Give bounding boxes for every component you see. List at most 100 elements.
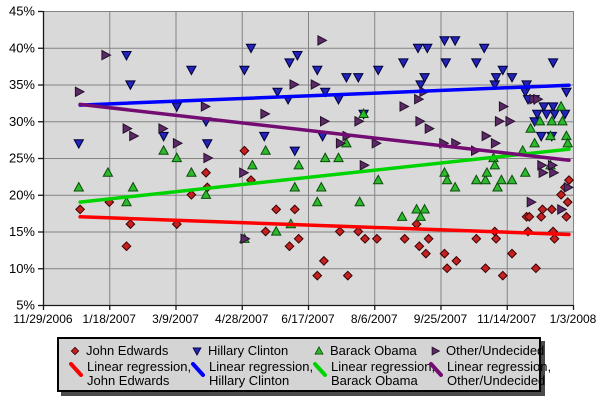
y-tick-label: 25% <box>9 151 35 166</box>
data-point-marker <box>449 181 461 192</box>
data-point-marker <box>310 79 321 90</box>
data-point-marker <box>260 226 271 237</box>
data-point-marker <box>470 174 482 185</box>
data-point-marker <box>311 196 323 207</box>
data-point-marker <box>289 204 300 215</box>
data-point-marker <box>419 73 431 84</box>
data-point-marker <box>451 255 462 266</box>
data-point-marker <box>289 79 300 90</box>
legend-regression-swatch-icon <box>429 362 443 377</box>
data-point-marker <box>333 152 344 163</box>
data-point-marker <box>497 270 508 281</box>
data-point-marker <box>490 137 502 149</box>
data-point-marker <box>125 219 136 230</box>
x-tick-label: 9/25/2007 <box>414 312 468 326</box>
data-point-marker <box>529 137 541 148</box>
y-tick-label: 10% <box>9 261 35 276</box>
data-point-marker <box>557 203 568 215</box>
data-point-marker <box>73 181 85 192</box>
regression-line-linear-regression-other-undecided <box>78 102 571 162</box>
data-point-marker <box>480 263 491 274</box>
data-point-marker <box>158 131 170 142</box>
data-point-marker <box>541 109 552 120</box>
data-point-marker <box>412 43 424 54</box>
data-point-marker <box>272 87 283 98</box>
legend-item-barack-obama: Barack Obama <box>313 343 417 358</box>
data-point-marker <box>506 174 518 185</box>
data-point-marker <box>506 248 518 259</box>
data-point-marker <box>449 36 461 47</box>
series-barack-obama <box>73 100 574 243</box>
data-point-marker <box>371 137 382 149</box>
data-point-marker <box>440 58 452 69</box>
data-point-marker <box>424 123 435 135</box>
data-point-marker <box>353 226 364 237</box>
legend-regression-series-name: Barack Obama <box>331 373 418 388</box>
legend-regression-prefix: Linear regression, <box>87 359 192 374</box>
y-tick-label: 35% <box>9 77 35 92</box>
chart-legend: John Edwards Linear regression, John Edwar… <box>57 337 551 392</box>
y-tick-label: 30% <box>9 114 35 129</box>
legend-item-regression-john-edwards: Linear regression, John Edwards <box>69 360 191 388</box>
data-point-marker <box>129 130 140 142</box>
data-point-marker <box>319 87 331 98</box>
data-point-marker <box>419 203 431 214</box>
data-point-marker <box>562 197 573 208</box>
data-point-marker <box>319 115 331 127</box>
data-point-marker <box>396 210 408 221</box>
data-point-marker <box>470 58 482 69</box>
data-point-marker <box>372 65 384 76</box>
data-point-marker <box>415 210 427 221</box>
data-point-marker <box>185 166 197 177</box>
regression-line-linear-regression-hillary-clinton <box>78 83 571 107</box>
data-point-marker <box>547 58 559 69</box>
data-point-marker <box>121 196 132 207</box>
data-point-marker <box>563 181 574 193</box>
data-point-marker <box>311 65 323 76</box>
plot-area: 5% 10% 15% 20% 25% 30% 35% 40% 45% 11/29/2006 1/18… <box>9 4 597 327</box>
data-point-marker <box>439 248 450 259</box>
y-tick-label: 45% <box>9 4 35 19</box>
x-tick-label: 6/17/2007 <box>281 312 335 326</box>
legend-item-hillary-clinton: Hillary Clinton <box>191 343 288 358</box>
legend-regression-prefix: Linear regression, <box>447 359 552 374</box>
data-point-marker <box>200 167 212 178</box>
data-point-marker <box>506 73 518 84</box>
data-point-marker <box>526 196 537 208</box>
data-point-marker <box>270 225 282 236</box>
y-axis-labels: 5% 10% 15% 20% 25% 30% 35% 40% 45% <box>9 4 35 313</box>
legend-series-label: Hillary Clinton <box>208 343 289 358</box>
legend-item-regression-other-undecided: Linear regression, Other/Undecided <box>429 360 551 388</box>
data-point-marker <box>546 204 557 215</box>
data-point-marker <box>549 167 560 179</box>
data-point-marker <box>536 211 547 222</box>
data-point-marker <box>531 109 543 120</box>
data-point-marker <box>546 115 558 126</box>
legend-item-john-edwards: John Edwards <box>69 343 168 358</box>
data-point-marker <box>293 159 305 170</box>
data-point-marker <box>423 233 434 244</box>
legend-marker-icon <box>431 345 441 356</box>
data-point-marker <box>171 152 183 163</box>
data-point-marker <box>354 115 365 127</box>
data-point-marker <box>441 174 453 185</box>
data-point-marker <box>293 233 304 244</box>
data-point-marker <box>498 101 510 112</box>
y-tick-label: 40% <box>9 40 35 55</box>
data-point-marker <box>439 166 450 177</box>
legend-regression-swatch-icon <box>313 362 327 377</box>
data-point-marker <box>245 43 257 54</box>
data-point-marker <box>354 196 366 207</box>
data-point-marker <box>561 211 572 222</box>
legend-marker-icon <box>192 347 202 356</box>
data-point-marker <box>439 36 450 47</box>
x-tick-label: 4/28/2007 <box>215 312 269 326</box>
data-point-marker <box>534 115 546 126</box>
data-point-marker <box>172 137 184 149</box>
data-point-marker <box>74 86 86 98</box>
data-point-marker <box>158 123 169 135</box>
x-tick-label: 1/3/2008 <box>550 312 597 326</box>
data-point-marker <box>335 137 347 149</box>
data-point-marker <box>315 181 327 192</box>
